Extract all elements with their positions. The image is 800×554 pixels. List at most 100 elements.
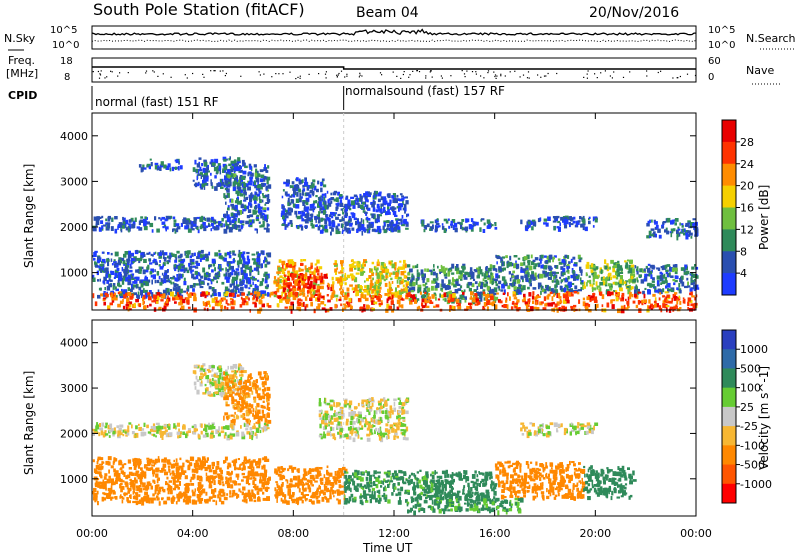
echo-cell bbox=[241, 181, 246, 185]
echo-cell bbox=[639, 300, 642, 304]
nave-marker bbox=[583, 76, 585, 78]
power-x-ticks bbox=[91, 113, 697, 310]
nave-marker bbox=[494, 75, 496, 78]
echo-cell bbox=[445, 292, 449, 297]
echo-cell bbox=[577, 254, 581, 259]
echo-cell bbox=[421, 276, 426, 281]
echo-cell bbox=[464, 226, 469, 232]
echo-cell bbox=[493, 287, 498, 293]
echo-cell bbox=[173, 222, 177, 227]
echo-cell bbox=[225, 401, 228, 407]
echo-cell bbox=[650, 307, 653, 311]
echo-cell bbox=[352, 261, 356, 264]
nave-marker bbox=[379, 72, 382, 74]
echo-cell bbox=[289, 264, 292, 268]
echo-cell bbox=[327, 204, 329, 210]
echo-cell bbox=[114, 251, 119, 257]
echo-cell bbox=[543, 222, 547, 225]
echo-cell bbox=[129, 301, 133, 305]
echo-cell bbox=[534, 257, 539, 261]
echo-cell bbox=[434, 285, 438, 291]
echo-cell bbox=[677, 226, 680, 230]
echo-cell bbox=[526, 221, 529, 226]
echo-cell bbox=[394, 198, 398, 204]
echo-cell bbox=[306, 212, 310, 217]
echo-cell bbox=[398, 206, 401, 209]
echo-cell bbox=[290, 208, 293, 213]
echo-cell bbox=[615, 290, 618, 293]
echo-cell bbox=[362, 262, 364, 268]
echo-cell bbox=[378, 214, 382, 217]
echo-cell bbox=[504, 289, 506, 295]
echo-cell bbox=[573, 304, 577, 308]
echo-cell bbox=[383, 199, 387, 203]
echo-cell bbox=[377, 298, 381, 302]
echo-cell bbox=[112, 430, 116, 435]
echo-cell bbox=[318, 201, 321, 206]
echo-cell bbox=[308, 289, 311, 292]
echo-cell bbox=[578, 289, 582, 292]
echo-cell bbox=[225, 299, 228, 305]
echo-cell bbox=[261, 281, 264, 286]
echo-cell bbox=[127, 275, 131, 279]
echo-cell bbox=[695, 284, 699, 288]
echo-cell bbox=[156, 228, 160, 233]
echo-cell bbox=[249, 214, 254, 218]
echo-cell bbox=[333, 198, 337, 202]
echo-cell bbox=[364, 204, 367, 207]
echo-cell bbox=[154, 216, 157, 221]
echo-cell bbox=[264, 183, 267, 186]
echo-cell bbox=[680, 267, 685, 271]
echo-cell bbox=[125, 303, 130, 307]
echo-cell bbox=[641, 299, 644, 304]
echo-cell bbox=[650, 303, 653, 308]
echo-cell bbox=[94, 250, 98, 253]
echo-cell bbox=[211, 293, 216, 297]
echo-cell bbox=[248, 287, 251, 290]
nave-marker bbox=[258, 71, 260, 73]
echo-cell bbox=[239, 380, 242, 385]
echo-cell bbox=[317, 180, 320, 185]
echo-cell bbox=[249, 309, 251, 313]
echo-cell bbox=[397, 269, 400, 273]
echo-cell bbox=[264, 271, 268, 274]
echo-cell bbox=[304, 265, 307, 271]
echo-cell bbox=[298, 181, 302, 185]
echo-cell bbox=[359, 306, 364, 311]
nave-marker bbox=[338, 72, 340, 75]
nave-marker bbox=[425, 75, 427, 77]
echo-cell bbox=[416, 269, 419, 273]
echo-cell bbox=[189, 259, 193, 263]
echo-cell bbox=[331, 276, 334, 281]
nave-marker bbox=[162, 73, 164, 75]
echo-cell bbox=[228, 378, 231, 382]
echo-cell bbox=[95, 425, 100, 430]
echo-cell bbox=[264, 376, 269, 381]
echo-cell bbox=[330, 284, 335, 289]
echo-cell bbox=[665, 296, 667, 301]
echo-cell bbox=[694, 296, 697, 301]
echo-cell bbox=[232, 164, 235, 168]
echo-cell bbox=[400, 222, 403, 225]
echo-cell bbox=[647, 282, 651, 287]
echo-cell bbox=[532, 259, 536, 262]
echo-cell bbox=[482, 307, 486, 311]
echo-cell bbox=[214, 372, 218, 376]
echo-cell bbox=[221, 372, 225, 375]
echo-cell bbox=[197, 173, 202, 176]
echo-cell bbox=[193, 217, 197, 220]
echo-cell bbox=[315, 224, 318, 227]
echo-cell bbox=[578, 220, 581, 223]
nave-marker bbox=[325, 71, 327, 73]
echo-cell bbox=[665, 305, 670, 308]
echo-cell bbox=[450, 225, 453, 229]
echo-cell bbox=[228, 228, 233, 233]
echo-cell bbox=[220, 394, 223, 398]
echo-cell bbox=[687, 230, 691, 234]
echo-cell bbox=[388, 283, 392, 288]
echo-cell bbox=[205, 291, 209, 295]
echo-cell bbox=[149, 222, 154, 228]
echo-cell bbox=[109, 423, 113, 429]
echo-cell bbox=[166, 297, 171, 302]
echo-cell bbox=[179, 434, 182, 437]
